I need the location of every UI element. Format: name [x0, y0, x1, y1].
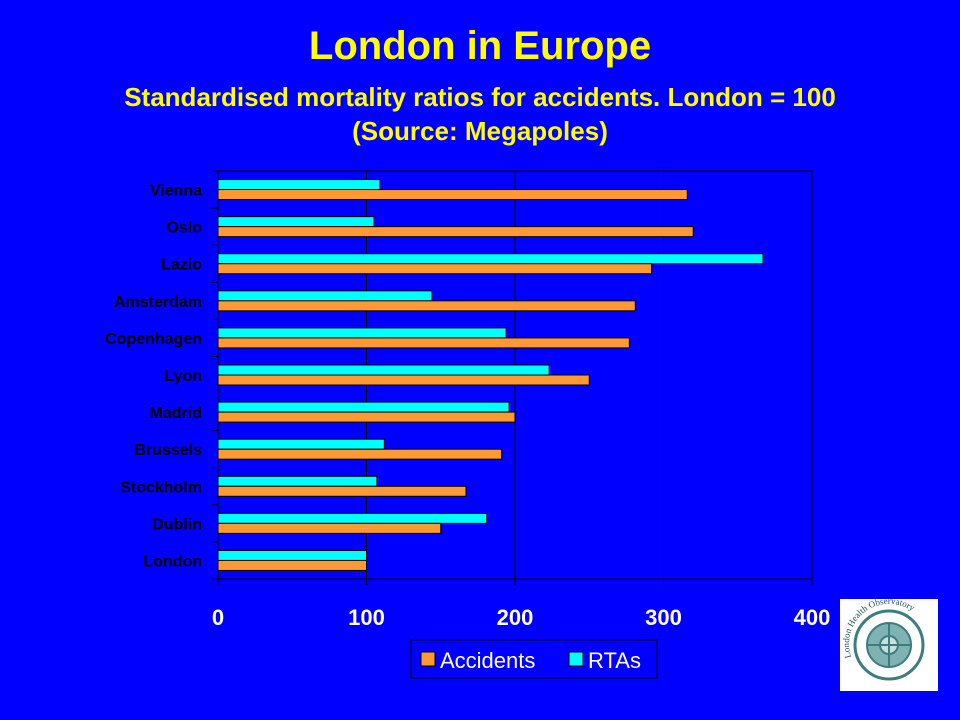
category-label: Madrid	[150, 405, 202, 422]
bar-rtas	[217, 179, 381, 191]
bar-rtas	[217, 549, 367, 561]
category-label: Lyon	[164, 368, 202, 385]
subtitle-line-1: Standardised mortality ratios for accide…	[124, 82, 836, 112]
bar-rtas	[217, 438, 385, 450]
bar-accidents	[217, 522, 442, 534]
x-tick-label: 100	[348, 605, 385, 630]
category-label: Stockholm	[120, 479, 202, 496]
bar-rtas	[217, 364, 550, 376]
x-tick-label: 300	[645, 605, 682, 630]
category-label: London	[143, 553, 202, 570]
chart-title: London in Europe	[308, 24, 652, 68]
bar-accidents	[217, 300, 636, 312]
bar-rtas	[217, 475, 378, 487]
category-label: Dublin	[152, 516, 202, 533]
category-label: Vienna	[150, 183, 202, 200]
subtitle-line-2: (Source: Megapoles)	[352, 116, 608, 146]
lho-compass-logo: London Health Observatory	[841, 596, 925, 681]
x-tick-label: 200	[497, 605, 534, 630]
x-tick-label: 400	[794, 605, 831, 630]
bar-accidents	[217, 226, 694, 238]
bar-accidents	[217, 485, 467, 497]
bar-accidents	[217, 189, 688, 201]
bar-rtas	[217, 216, 375, 228]
london-health-observatory-logo: London Health Observatory	[840, 596, 938, 691]
category-label: Copenhagen	[105, 331, 202, 348]
bar-accidents	[217, 448, 503, 460]
legend-label: Accidents	[440, 648, 535, 673]
x-tick-label: 0	[212, 605, 224, 630]
bar-accidents	[217, 559, 367, 571]
legend-swatch	[568, 651, 584, 667]
bar-rtas	[217, 512, 488, 524]
legend-swatch	[420, 651, 436, 667]
chart-subtitle: Standardised mortality ratios for accide…	[0, 80, 960, 148]
category-label: Lazio	[161, 257, 202, 274]
category-label: Oslo	[166, 220, 202, 237]
bar-rtas	[217, 253, 764, 265]
bar-accidents	[217, 263, 653, 275]
bar-rtas	[217, 327, 507, 339]
category-label: Brussels	[134, 442, 202, 459]
legend-box	[410, 639, 658, 679]
bar-accidents	[217, 337, 630, 349]
bar-accidents	[217, 411, 516, 423]
legend-label: RTAs	[588, 648, 641, 673]
bar-accidents	[217, 374, 590, 386]
bar-rtas	[217, 401, 510, 413]
category-label: Amsterdam	[114, 294, 202, 311]
bar-rtas	[217, 290, 433, 302]
